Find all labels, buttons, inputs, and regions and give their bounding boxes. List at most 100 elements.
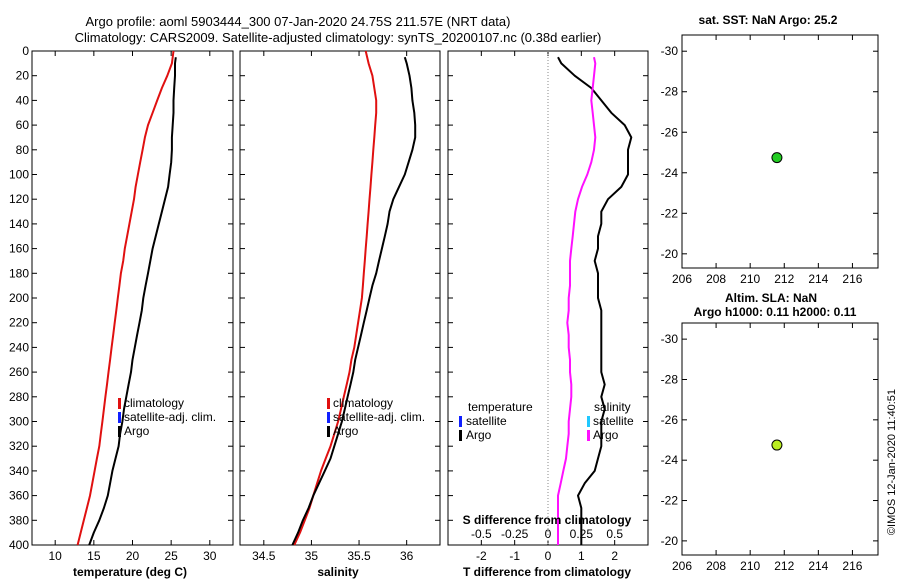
legend-label-argo: Argo xyxy=(124,424,150,438)
sla_map-ytick-label: -22 xyxy=(661,494,679,508)
sst_map-ytick-label: -24 xyxy=(661,166,679,180)
sst_map-ytick-label: -28 xyxy=(661,85,679,99)
sdiff-argo-line xyxy=(557,56,597,545)
depth-tick-label: 200 xyxy=(9,291,29,305)
sla_map-xtick-label: 208 xyxy=(706,559,726,573)
sst_map-xtick-label: 206 xyxy=(672,272,692,286)
depth-tick-label: 340 xyxy=(9,464,29,478)
sst-map-title: sat. SST: NaN Argo: 25.2 xyxy=(699,13,838,27)
sst-map-panel: 206 208 210 212 214 216 -20 -22 -24 -26 -28 -30 xyxy=(661,34,879,286)
legend-swatch-satellite xyxy=(118,412,121,423)
figure-title-line2: Climatology: CARS2009. Satellite-adjuste… xyxy=(75,30,602,45)
tdiff-argo-line xyxy=(557,56,633,545)
sst_map-xtick-label: 208 xyxy=(706,272,726,286)
depth-tick-label: 80 xyxy=(16,143,30,157)
sla_map-ytick-label: -26 xyxy=(661,413,679,427)
depth-tick-label: 280 xyxy=(9,390,29,404)
temperature-profile-panel: 10 15 20 25 30020406080100120140160180200220… xyxy=(9,44,234,563)
legend-swatch-s-salinity_diff xyxy=(587,430,590,441)
legend-label-t-satellite: satellite xyxy=(466,414,507,428)
temperature-xtick-label: 20 xyxy=(126,549,140,563)
sla-map-panel: 206 208 210 212 214 216 -20 -22 -24 -26 -28 -30 xyxy=(661,322,879,573)
sst_map-ytick-label: -26 xyxy=(661,125,679,139)
sst_map-ytick-label: -30 xyxy=(661,44,679,58)
depth-tick-label: 20 xyxy=(16,69,30,83)
difference-xlabel-top: S difference from climatology xyxy=(463,513,632,527)
depth-tick-label: 120 xyxy=(9,192,29,206)
temperature-xtick-label: 15 xyxy=(87,549,101,563)
legend-swatch-t-satellite xyxy=(459,416,462,427)
temperature-xtick-label: 25 xyxy=(164,549,178,563)
temperature-argo-line xyxy=(88,57,177,546)
legend-swatch-satellite xyxy=(327,412,330,423)
salinity-xtick-label: 36 xyxy=(400,549,414,563)
depth-tick-label: 160 xyxy=(9,242,29,256)
depth-tick-label: 260 xyxy=(9,365,29,379)
sst_map-ytick-label: -20 xyxy=(661,247,679,261)
depth-tick-label: 60 xyxy=(16,118,30,132)
legend-swatch-argo xyxy=(327,426,330,437)
legend-swatch-climatology xyxy=(327,398,330,409)
difference-xtick-label: 0 xyxy=(545,549,552,563)
sdiff-tick-label: -0.5 xyxy=(471,527,492,541)
legend-label-climatology: climatology xyxy=(124,396,184,410)
sla_map-ytick-label: -24 xyxy=(661,453,679,467)
temperature-xtick-label: 10 xyxy=(49,549,63,563)
depth-tick-label: 380 xyxy=(9,513,29,527)
depth-tick-label: 320 xyxy=(9,439,29,453)
argo-position-marker xyxy=(771,152,783,164)
sla_map-xtick-label: 214 xyxy=(808,559,828,573)
sla-map-title: Altim. SLA: NaN xyxy=(725,291,817,305)
sst_map-ytick-label: -22 xyxy=(661,206,679,220)
sla_map-xtick-label: 212 xyxy=(774,559,794,573)
legend-label-satellite: satellite-adj. clim. xyxy=(124,410,216,424)
salinity-argo-line xyxy=(291,56,417,546)
depth-tick-label: 400 xyxy=(9,538,29,552)
difference-xtick-label: -2 xyxy=(476,549,487,563)
salinity-frame xyxy=(239,50,441,546)
salinity-xtick-label: 35 xyxy=(305,549,319,563)
difference-xtick-label: 1 xyxy=(578,549,585,563)
legend-label-satellite: satellite-adj. clim. xyxy=(333,410,425,424)
depth-tick-label: 0 xyxy=(22,44,29,58)
legend-swatch-argo xyxy=(118,426,121,437)
legend-swatch-t-argo xyxy=(459,430,462,441)
sdiff-tick-label: 0 xyxy=(545,527,552,541)
sla_map-ytick-label: -28 xyxy=(661,372,679,386)
depth-tick-label: 220 xyxy=(9,316,29,330)
sla_map-ytick-label: -20 xyxy=(661,534,679,548)
argo-position-marker xyxy=(771,439,783,451)
legend-label-argo: Argo xyxy=(333,424,359,438)
legend-title-salinity: salinity xyxy=(594,400,631,414)
legend-label-s-salinity_diff: Argo xyxy=(593,428,619,442)
depth-tick-label: 40 xyxy=(16,93,30,107)
salinity-xlabel: salinity xyxy=(317,565,359,579)
sla_map-frame xyxy=(681,322,879,556)
sla_map-xtick-label: 216 xyxy=(842,559,862,573)
depth-tick-label: 240 xyxy=(9,340,29,354)
sla_map-xtick-label: 210 xyxy=(740,559,760,573)
salinity-xtick-label: 34.5 xyxy=(252,549,276,563)
temperature-xlabel: temperature (deg C) xyxy=(73,565,187,579)
salinity-climatology-line xyxy=(293,50,378,546)
sdiff-tick-label: -0.25 xyxy=(501,527,529,541)
legend-title-temperature: temperature xyxy=(468,400,533,414)
sst_map-xtick-label: 210 xyxy=(740,272,760,286)
legend-label-climatology: climatology xyxy=(333,396,393,410)
difference-xlabel: T difference from climatology xyxy=(463,565,631,579)
legend-swatch-s-satellite_salinity xyxy=(587,416,590,427)
sst_map-xtick-label: 214 xyxy=(808,272,828,286)
difference-xtick-label: 2 xyxy=(611,549,618,563)
salinity-xtick-label: 35.5 xyxy=(347,549,371,563)
difference-xtick-label: -1 xyxy=(509,549,520,563)
sst_map-xtick-label: 216 xyxy=(842,272,862,286)
temperature-xtick-label: 30 xyxy=(203,549,217,563)
sla-map-subtitle: Argo h1000: 0.11 h2000: 0.11 xyxy=(694,305,857,319)
sla_map-xtick-label: 206 xyxy=(672,559,692,573)
legend-label-t-argo: Argo xyxy=(466,428,492,442)
legend-swatch-climatology xyxy=(118,398,121,409)
